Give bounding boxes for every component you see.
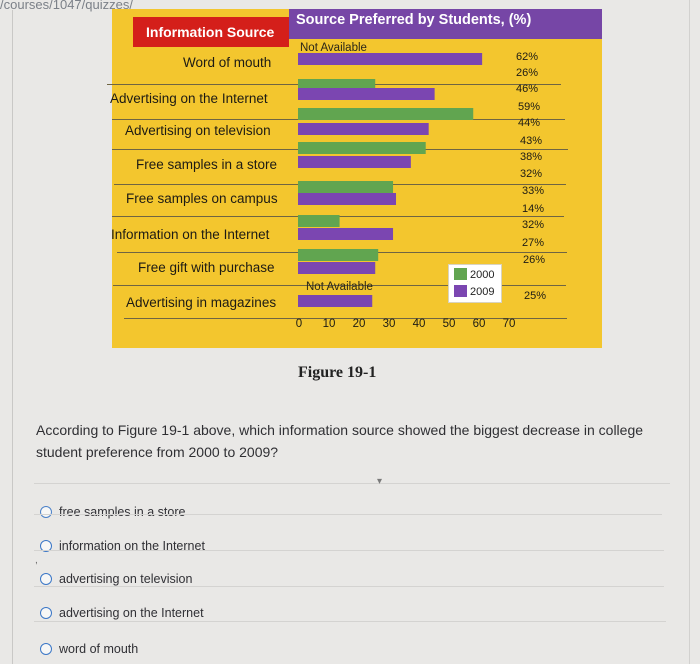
small-mark: , [35, 555, 38, 566]
not-available-label-bottom: Not Available [306, 281, 373, 293]
category-label-information-internet: Information on the Internet [111, 227, 270, 242]
address-fragment: /courses/1047/quizzes/ [0, 0, 133, 12]
radio-button[interactable] [40, 506, 52, 518]
x-tick-label: 40 [412, 318, 426, 330]
legend: 2000 2009 [448, 264, 502, 303]
bar-2000-3 [298, 142, 426, 154]
answer-divider [34, 550, 664, 551]
legend-label-2000: 2000 [470, 269, 495, 281]
bar-2009-7 [298, 295, 373, 307]
answer-option-label: free samples in a store [59, 505, 186, 519]
answer-option-label: advertising on television [59, 572, 193, 586]
answer-option-word-of-mouth[interactable]: word of mouth [40, 642, 138, 656]
bar-2009-4 [298, 193, 397, 205]
radio-button[interactable] [40, 540, 52, 552]
category-label-word-of-mouth: Word of mouth [183, 55, 272, 70]
answer-option-label: information on the Internet [59, 539, 205, 553]
pct-label: 26% [522, 254, 546, 266]
bar-2000-6 [298, 249, 379, 261]
answer-divider [34, 621, 666, 622]
answer-option-label: advertising on the Internet [59, 606, 204, 620]
answer-option-label: word of mouth [59, 642, 139, 656]
left-page-rule [12, 10, 13, 664]
pct-label: 14% [521, 203, 545, 215]
category-label-advertising-magazines: Advertising in magazines [126, 295, 277, 310]
bar-2000-2 [298, 108, 474, 120]
pct-label: 27% [521, 237, 545, 249]
x-tick-label: 30 [382, 318, 396, 330]
bar-2009-5 [298, 228, 394, 240]
bar-2009-2 [298, 123, 429, 135]
radio-button[interactable] [40, 607, 52, 619]
legend-label-2009: 2009 [470, 286, 495, 298]
header-right-title: Source Preferred by Students, (%) [296, 12, 532, 28]
pct-label: 59% [517, 101, 541, 113]
row-rule [124, 318, 567, 319]
bar-2009-0 [298, 53, 483, 65]
bar-2009-3 [298, 156, 411, 168]
bar-2009-1 [298, 88, 435, 100]
header-right-band [289, 9, 602, 39]
question-divider [34, 483, 670, 484]
figure-caption: Figure 19-1 [298, 364, 377, 381]
pct-label: 44% [517, 117, 541, 129]
category-label-advertising-internet: Advertising on the Internet [110, 91, 268, 106]
legend-item-2009: 2009 [454, 285, 494, 299]
category-label-free-gift: Free gift with purchase [138, 260, 275, 275]
radio-button[interactable] [40, 643, 52, 655]
answer-divider [34, 514, 662, 515]
pct-label: 62% [515, 51, 539, 63]
answer-option-free-samples-store[interactable]: free samples in a store [40, 505, 185, 519]
category-label-free-samples-store: Free samples in a store [136, 157, 278, 172]
header-left-title: Information Source [146, 24, 275, 40]
x-tick-label: 20 [352, 318, 366, 330]
pct-label: 46% [515, 83, 539, 95]
legend-item-2000: 2000 [454, 268, 494, 282]
x-tick-label: 50 [442, 318, 456, 330]
answer-option-information-internet[interactable]: information on the Internet [40, 539, 205, 553]
answer-divider [34, 586, 664, 587]
question-text: According to Figure 19-1 above, which in… [36, 422, 644, 460]
bar-2009-6 [298, 262, 376, 274]
category-label-free-samples-campus: Free samples on campus [126, 191, 278, 206]
legend-swatch-2000 [454, 268, 467, 280]
cursor-mark: ▾ [377, 476, 383, 487]
x-tick-label: 60 [472, 318, 486, 330]
bar-2000-4 [298, 181, 394, 193]
x-tick-label: 0 [295, 318, 303, 330]
answer-option-advertising-television[interactable]: advertising on television [40, 572, 192, 586]
pct-label: 38% [519, 151, 543, 163]
x-tick-label: 70 [502, 318, 516, 330]
header-left-band [133, 17, 289, 47]
pct-label: 32% [521, 219, 545, 231]
pct-label: 43% [519, 135, 543, 147]
figure-box [112, 9, 602, 348]
category-label-advertising-television: Advertising on television [125, 123, 271, 138]
row-rule [113, 285, 566, 286]
x-tick-label: 10 [322, 318, 336, 330]
legend-swatch-2009 [454, 285, 467, 297]
right-page-rule [689, 0, 690, 664]
radio-button[interactable] [40, 573, 52, 585]
pct-label: 25% [523, 290, 547, 302]
pct-label: 32% [519, 168, 543, 180]
answer-option-advertising-internet[interactable]: advertising on the Internet [40, 606, 204, 620]
bar-2000-5 [298, 215, 340, 227]
pct-label: 33% [521, 185, 545, 197]
pct-label: 26% [515, 67, 539, 79]
not-available-label-top: Not Available [300, 42, 367, 54]
